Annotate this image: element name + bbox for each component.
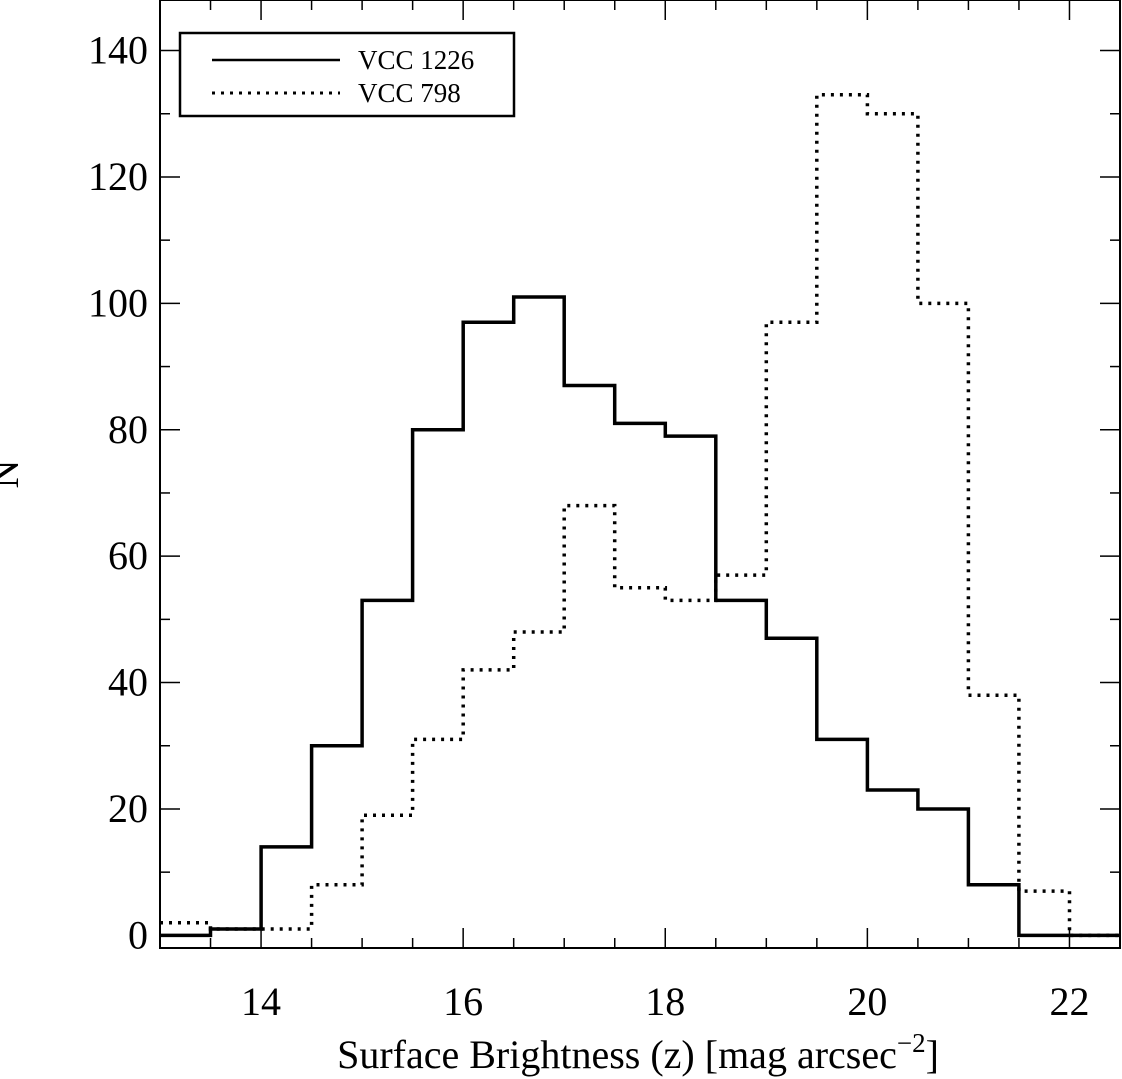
- y-tick-label: 40: [108, 660, 148, 705]
- series-line-vcc-1226: [160, 295, 1120, 938]
- x-tick-label: 20: [847, 979, 887, 1024]
- y-tick-label: 80: [108, 407, 148, 452]
- legend-label-vcc-1226: VCC 1226: [358, 45, 474, 75]
- plot-frame: [159, 0, 1121, 949]
- x-axis-label-close: ]: [926, 1032, 939, 1077]
- x-axis-label-main: Surface Brightness (z) [mag arcsec: [337, 1032, 897, 1077]
- y-axis-label: N: [0, 460, 27, 489]
- axis-ticks: [159, 0, 1121, 948]
- y-tick-label: 120: [88, 154, 148, 199]
- x-axis-label-superscript: −2: [897, 1028, 926, 1058]
- y-tick-label: 20: [108, 786, 148, 831]
- series-line-vcc-798: [160, 93, 1120, 938]
- y-tick-label: 140: [88, 28, 148, 73]
- y-tick-label: 60: [108, 533, 148, 578]
- tick-labels: 14 16 18 20 22 0 20 40 60 80 100 120 140: [88, 28, 1089, 1024]
- y-tick-label: 0: [128, 912, 148, 957]
- x-tick-label: 18: [645, 979, 685, 1024]
- x-tick-label: 22: [1049, 979, 1089, 1024]
- x-tick-label: 14: [241, 979, 281, 1024]
- legend-label-vcc-798: VCC 798: [358, 78, 461, 108]
- x-tick-label: 16: [443, 979, 483, 1024]
- legend: VCC 1226 VCC 798: [178, 31, 516, 118]
- y-tick-label: 100: [88, 280, 148, 325]
- legend-box: [178, 31, 516, 118]
- series-layer: [160, 93, 1120, 938]
- x-axis-label: Surface Brightness (z) [mag arcsec−2]: [337, 1028, 939, 1077]
